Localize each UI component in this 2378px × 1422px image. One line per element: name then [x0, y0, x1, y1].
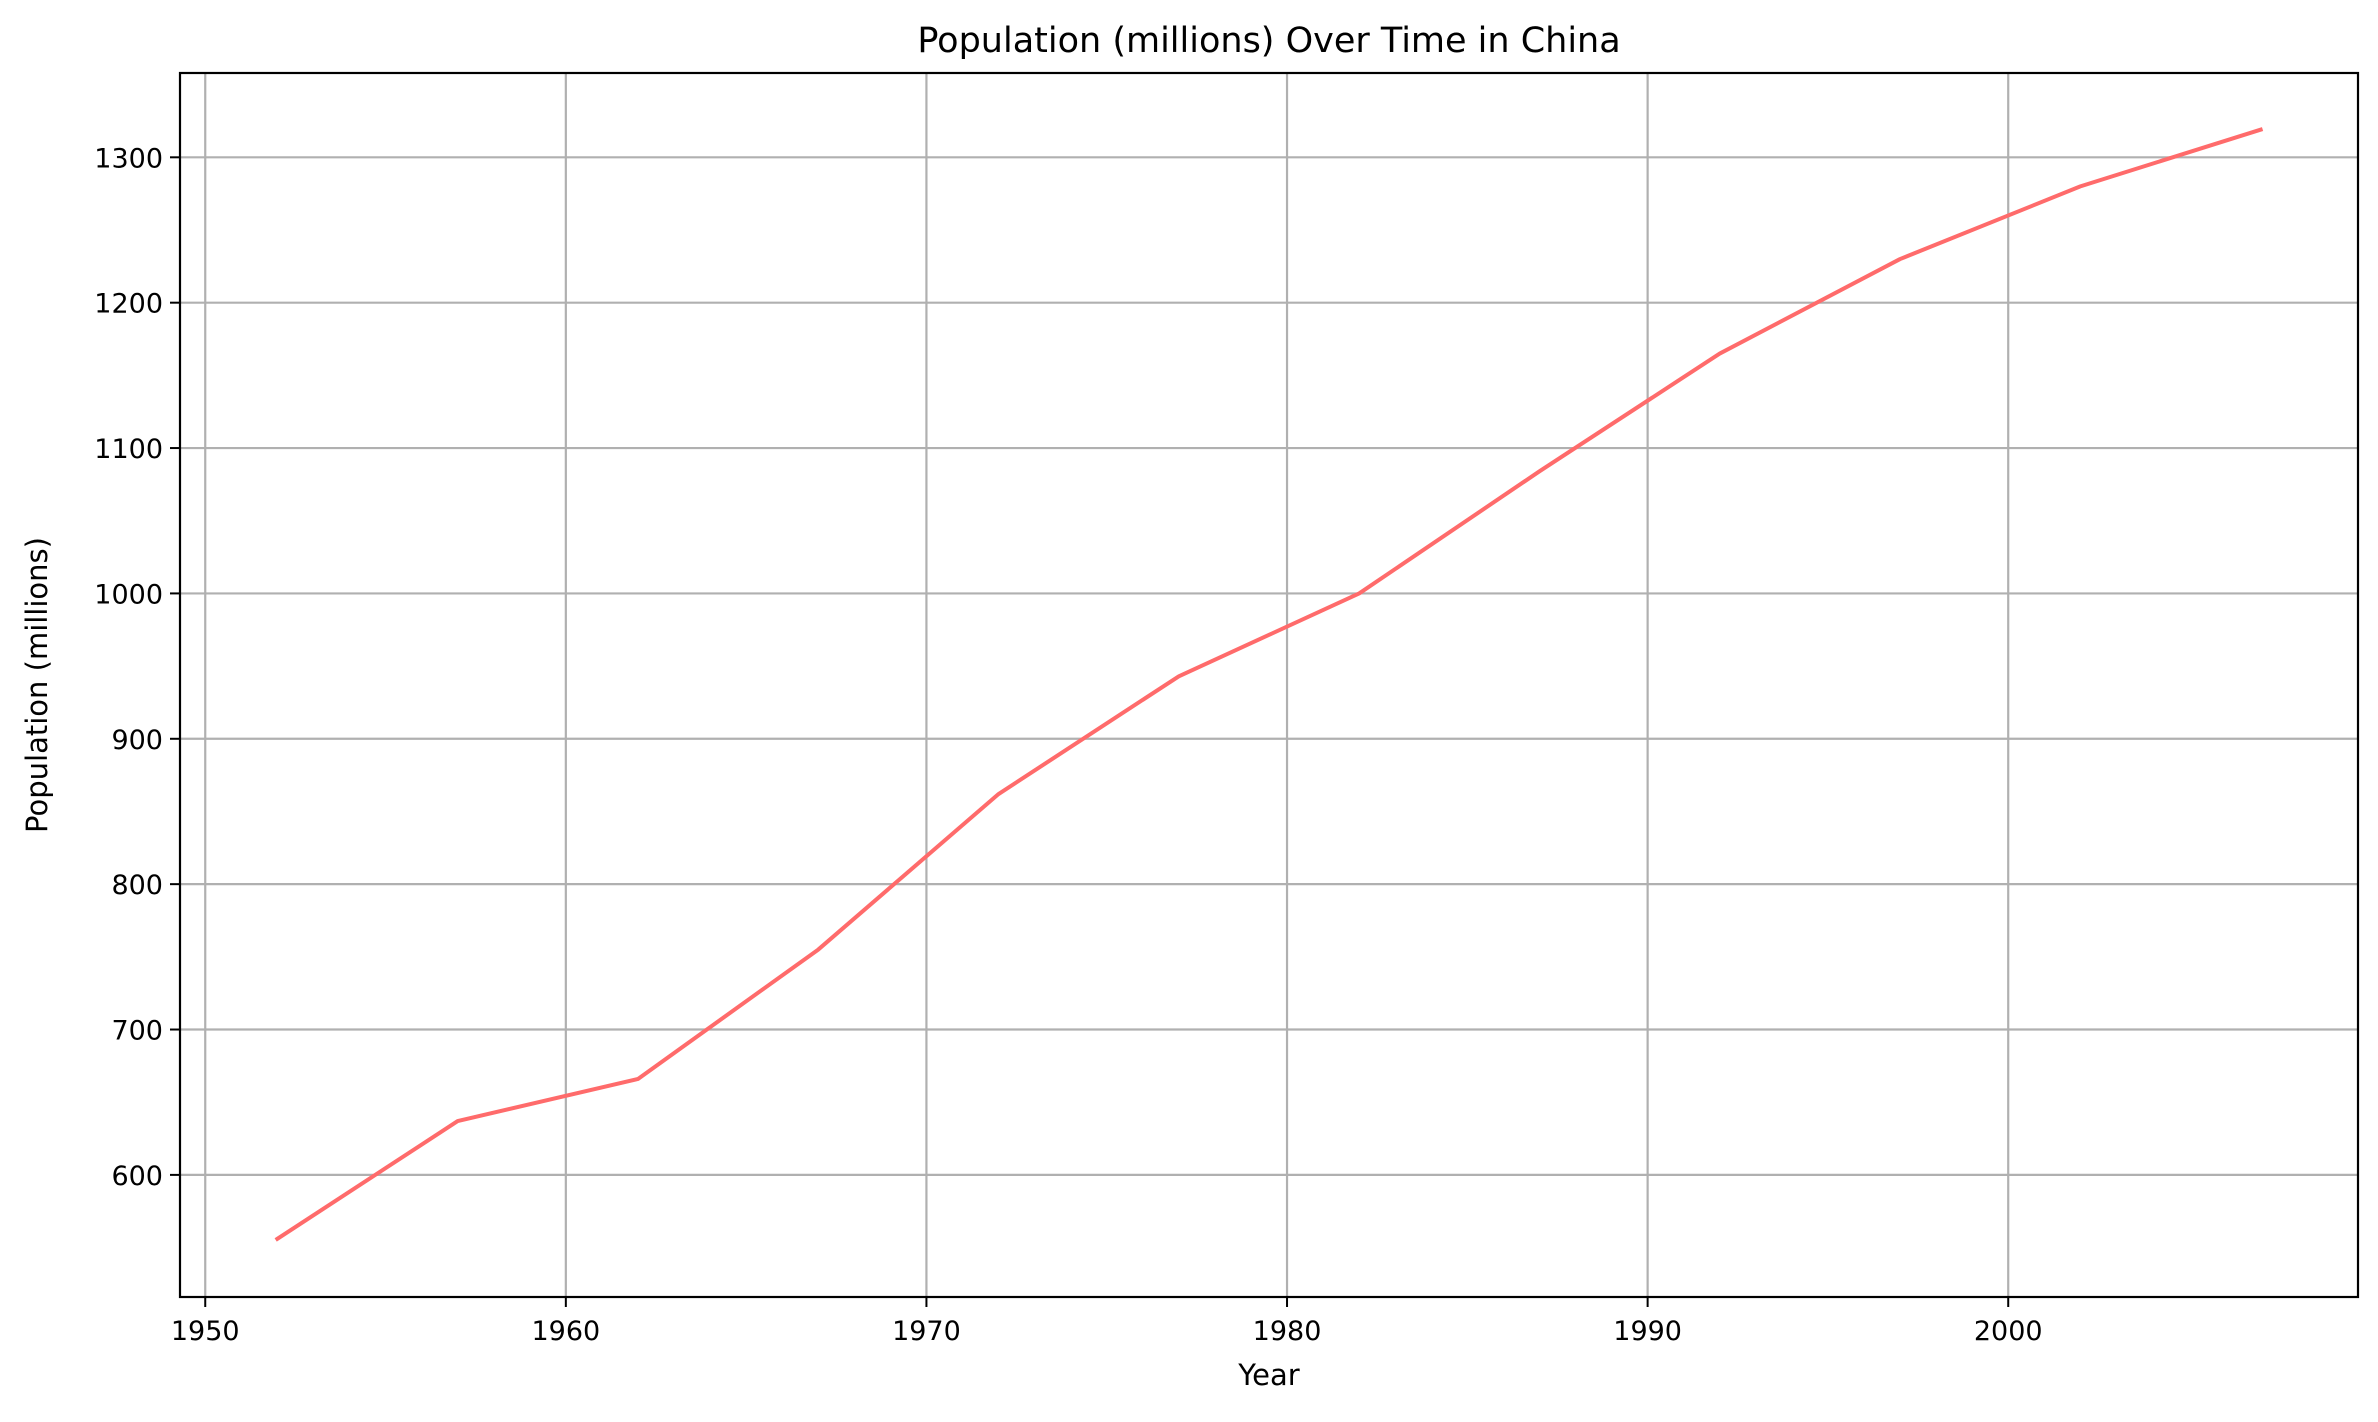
grid: [180, 73, 2358, 1297]
chart-title: Population (millions) Over Time in China: [917, 21, 1620, 61]
y-tick-label: 1200: [94, 289, 163, 320]
x-axis-title: Year: [1237, 1358, 1299, 1392]
y-tick-label: 1100: [94, 434, 163, 465]
y-tick-label: 800: [111, 870, 163, 901]
plot-frame: [178, 71, 2360, 1299]
x-tick-label: 1960: [531, 1316, 600, 1347]
x-tick-label: 1990: [1613, 1316, 1682, 1347]
y-tick-label: 1300: [94, 143, 163, 174]
x-tick-label: 2000: [1974, 1316, 2043, 1347]
y-tick-label: 1000: [94, 579, 163, 610]
y-tick-label: 600: [111, 1161, 163, 1192]
y-axis: 600 700 800 900 1000 1100 1200 1300: [94, 143, 180, 1192]
y-axis-title: Population (millions): [20, 537, 54, 833]
x-tick-label: 1950: [171, 1316, 240, 1347]
x-tick-label: 1970: [892, 1316, 961, 1347]
series-layer: [274, 127, 2264, 1242]
y-tick-label: 900: [111, 725, 163, 756]
y-tick-label: 700: [111, 1016, 163, 1047]
x-tick-label: 1980: [1253, 1316, 1322, 1347]
series-line: [274, 127, 2264, 1242]
x-axis: 1950 1960 1970 1980 1990 2000: [171, 1297, 2043, 1347]
